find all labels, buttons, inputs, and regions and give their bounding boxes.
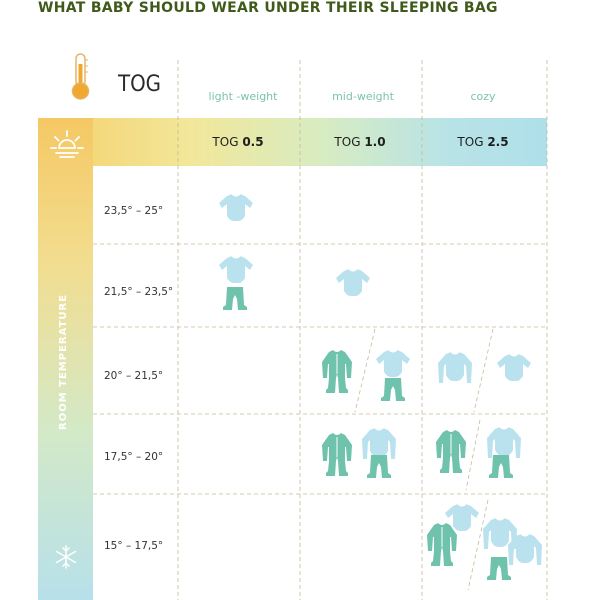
row-label-2: 21,5° – 23,5° <box>104 286 174 298</box>
row-label-4: 17,5° – 20° <box>104 451 164 463</box>
row-label-3: 20° – 21,5° <box>104 370 164 382</box>
tog-header-band <box>38 118 547 166</box>
pants-icon <box>489 455 513 478</box>
grid-background <box>93 166 553 600</box>
long-sleeve-bodysuit-icon <box>486 426 522 459</box>
column-name-mid: mid-weight <box>332 90 394 103</box>
pants-icon <box>487 557 511 580</box>
bodysuit-icon <box>496 353 532 382</box>
tog-value-mid: TOG 1.0 <box>334 135 386 149</box>
bodysuit-icon <box>218 193 254 222</box>
long-sleeve-bodysuit-icon <box>361 427 397 460</box>
temperature-band <box>38 118 93 600</box>
bodysuit-icon <box>218 255 254 284</box>
bodysuit-icon <box>335 268 371 297</box>
sleepsuit-icon <box>321 349 353 394</box>
tog-value-cozy: TOG 2.5 <box>457 135 509 149</box>
bodysuit-icon <box>375 349 411 378</box>
sleepsuit-icon <box>435 429 467 474</box>
grid-lines <box>93 60 548 600</box>
sun-icon <box>50 130 84 158</box>
sleepsuit-icon <box>321 432 353 477</box>
column-name-light: light -weight <box>208 90 278 103</box>
row-label-1: 23,5° – 25° <box>104 205 164 217</box>
tog-label: TOG <box>118 72 162 97</box>
pants-icon <box>381 378 405 401</box>
row-label-5: 15° – 17,5° <box>104 540 164 552</box>
tog-value-light: TOG 0.5 <box>212 135 264 149</box>
long-sleeve-bodysuit-icon <box>437 351 473 384</box>
sleepsuit-icon <box>426 522 458 567</box>
pants-icon <box>223 287 247 310</box>
thermometer-icon <box>71 53 90 100</box>
page-title: WHAT BABY SHOULD WEAR UNDER THEIR SLEEPI… <box>38 0 498 16</box>
snowflake-icon <box>55 545 77 569</box>
column-name-cozy: cozy <box>470 90 496 103</box>
pants-icon <box>367 455 391 478</box>
